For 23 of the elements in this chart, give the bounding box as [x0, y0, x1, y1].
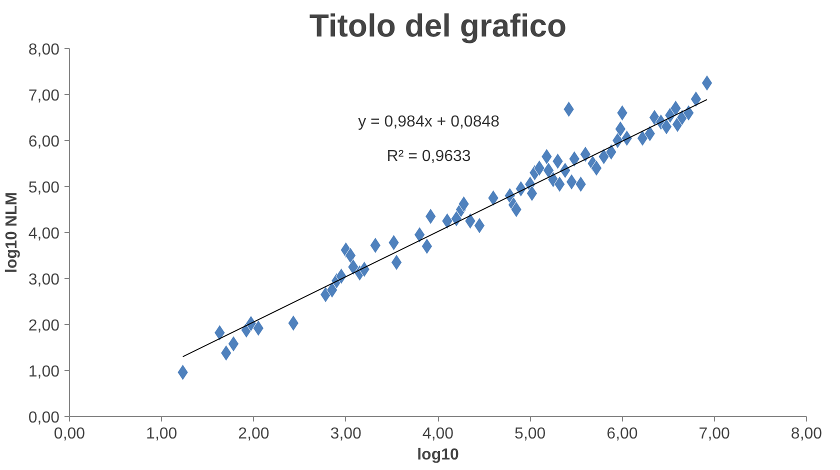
y-tick-label: 6,00	[28, 134, 60, 150]
x-tick-label: 2,00	[238, 426, 270, 442]
y-tick-label: 5,00	[28, 180, 60, 196]
y-axis-title: log10 NLM	[3, 192, 20, 273]
y-tick-label: 1,00	[28, 364, 60, 380]
y-tick-label: 3,00	[28, 272, 60, 288]
x-tick-label: 0,00	[54, 426, 86, 442]
annotation: y = 0,984x + 0,0848	[358, 114, 500, 131]
x-tick-label: 4,00	[422, 426, 454, 442]
y-tick-label: 0,00	[28, 410, 60, 426]
x-tick-label: 6,00	[606, 426, 638, 442]
x-tick-label: 3,00	[330, 426, 362, 442]
y-tick-label: 7,00	[28, 88, 60, 104]
x-tick-label: 7,00	[698, 426, 730, 442]
chart-title: Titolo del grafico	[309, 8, 567, 44]
y-tick-label: 2,00	[28, 318, 60, 334]
annotation: R² = 0,9633	[386, 148, 471, 166]
y-tick-label: 8,00	[28, 42, 60, 58]
x-axis-title: log10	[417, 446, 459, 464]
y-tick-label: 4,00	[28, 226, 60, 242]
x-tick-label: 5,00	[514, 426, 546, 442]
x-tick-label: 8,00	[790, 426, 822, 442]
x-tick-label: 1,00	[146, 426, 178, 442]
